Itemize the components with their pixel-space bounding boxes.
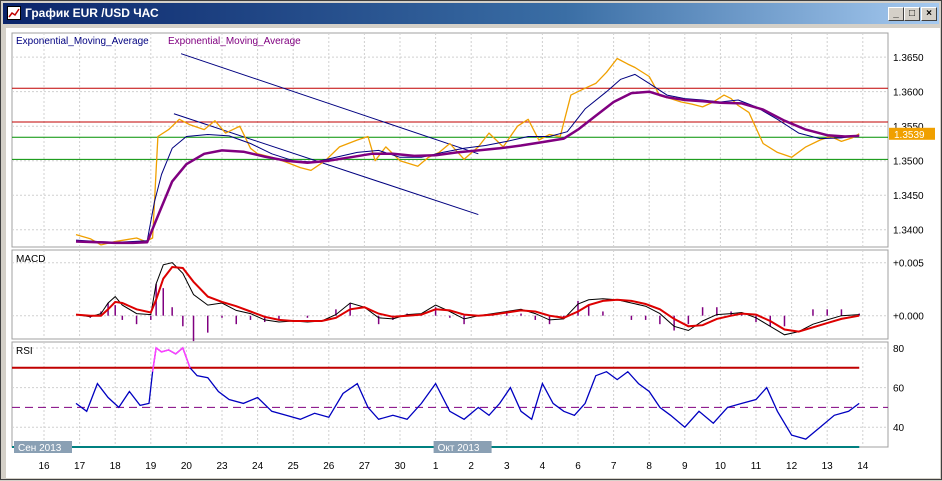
x-tick-label: 20 xyxy=(181,461,193,472)
rsi-pane-border xyxy=(11,341,889,448)
macd_signal-line xyxy=(75,265,860,333)
price-pane: Exponential_Moving_Average Exponential_M… xyxy=(11,32,935,248)
ema_slow-line xyxy=(75,90,860,245)
macd-tick-label: +0.000 xyxy=(893,312,924,323)
channel-line xyxy=(173,113,479,216)
macd-pane-border xyxy=(11,249,889,340)
macd-pane: MACD +0.005 +0.000 xyxy=(11,249,924,342)
month-tag xyxy=(433,441,492,453)
x-tick-label: 1 xyxy=(433,461,439,472)
price-tick-label: 1.3400 xyxy=(893,226,924,237)
restore-button[interactable]: □ xyxy=(904,7,920,21)
title-bar[interactable]: График EUR /USD ЧАС _ □ × xyxy=(3,3,939,24)
price-tick-label: 1.3650 xyxy=(893,53,924,64)
x-tick-label: 23 xyxy=(216,461,228,472)
macd-y-axis: +0.005 +0.000 xyxy=(893,259,924,323)
month-tag xyxy=(14,441,72,453)
month-label: Сен 2013 xyxy=(18,443,62,454)
x-tick-label: 12 xyxy=(786,461,798,472)
last-price-label: 1.3539 xyxy=(894,130,925,141)
x-tick-label: 7 xyxy=(611,461,617,472)
price-tick-label: 1.3500 xyxy=(893,157,924,168)
chart-window-icon xyxy=(7,6,21,20)
x-tick-label: 2 xyxy=(468,461,474,472)
price-y-axis: 1.3400 1.3450 1.3500 1.3550 1.3600 1.3650 xyxy=(893,53,924,237)
x-tick-label: 27 xyxy=(359,461,371,472)
x-tick-label: 19 xyxy=(145,461,157,472)
x-tick-label: 30 xyxy=(394,461,406,472)
x-tick-label: 8 xyxy=(646,461,652,472)
x-tick-label: 11 xyxy=(751,461,762,472)
x-tick-label: 16 xyxy=(38,461,50,472)
x-tick-label: 10 xyxy=(715,461,727,472)
rsi-tick-label: 60 xyxy=(893,384,905,395)
macd-label: MACD xyxy=(16,254,45,265)
x-tick-label: 18 xyxy=(110,461,122,472)
minimize-button[interactable]: _ xyxy=(888,7,904,21)
rsi-label: RSI xyxy=(16,346,33,357)
macd_line-line xyxy=(75,262,860,336)
x-tick-label: 24 xyxy=(252,461,264,472)
x-tick-label: 3 xyxy=(504,461,510,472)
rsi-tick-label: 40 xyxy=(893,423,905,434)
last-price-tag xyxy=(889,127,935,140)
x-tick-label: 14 xyxy=(857,461,869,472)
month-labels: Сен 2013 Окт 2013 xyxy=(14,441,492,454)
price-lines xyxy=(12,53,888,246)
x-tick-label: 13 xyxy=(822,461,834,472)
chart-area[interactable]: Exponential_Moving_Average Exponential_M… xyxy=(6,28,940,478)
price-pane-border xyxy=(11,32,889,248)
x-tick-label: 17 xyxy=(74,461,86,472)
x-tick-label: 4 xyxy=(540,461,546,472)
time-axis: 16 17 18 19 20 23 24 25 26 27 30 1 2 3 4 6 7 8 9 10 11 12 13 14 xyxy=(38,461,868,472)
legend-ema-slow: Exponential_Moving_Average xyxy=(168,36,301,47)
price-tick-label: 1.3600 xyxy=(893,88,924,99)
price-tick-label: 1.3450 xyxy=(893,191,924,202)
macd-tick-label: +0.005 xyxy=(893,259,924,270)
macd-grid xyxy=(12,250,888,339)
x-tick-label: 9 xyxy=(682,461,688,472)
month-label: Окт 2013 xyxy=(438,443,480,454)
rsi-pane: RSI 80 60 40 xyxy=(11,341,905,448)
legend-ema-fast: Exponential_Moving_Average xyxy=(16,36,149,47)
rsi-overbought-segment xyxy=(151,346,191,372)
rsi-tick-label: 80 xyxy=(893,344,905,355)
channel-line xyxy=(180,53,479,155)
close-button[interactable]: × xyxy=(921,7,937,21)
x-tick-label: 25 xyxy=(288,461,300,472)
price-line xyxy=(75,57,860,246)
x-tick-label: 6 xyxy=(575,461,581,472)
x-tick-label: 26 xyxy=(323,461,335,472)
rsi-y-axis: 80 60 40 xyxy=(893,344,905,434)
window-title: График EUR /USD ЧАС xyxy=(25,6,159,20)
macd-lines xyxy=(75,262,860,342)
chart-canvas[interactable]: Exponential_Moving_Average Exponential_M… xyxy=(6,28,940,478)
price-tick-label: 1.3550 xyxy=(893,122,924,133)
